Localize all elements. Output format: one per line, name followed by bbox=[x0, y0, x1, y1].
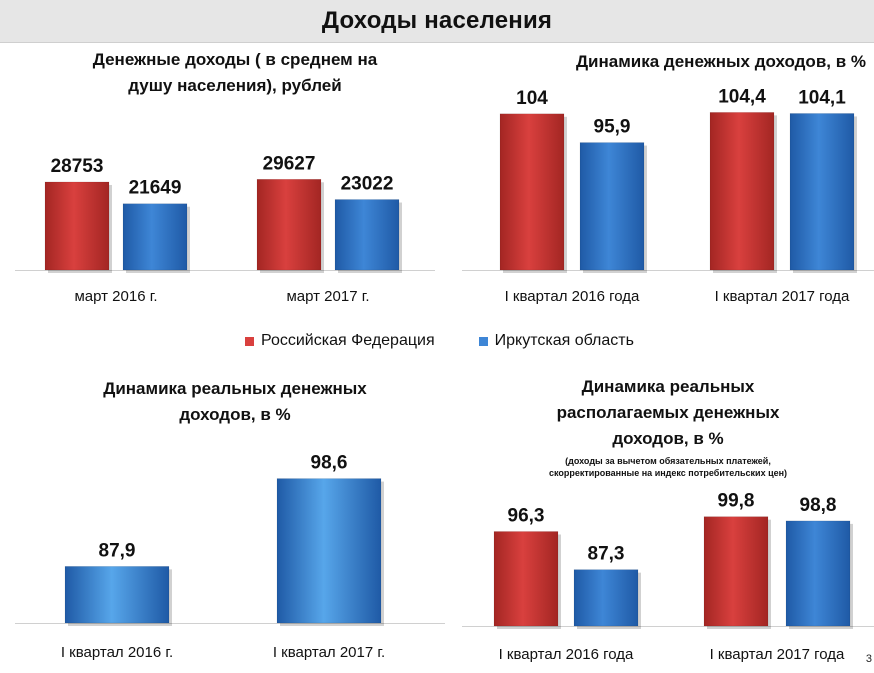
bar-irkutsk bbox=[276, 478, 382, 624]
chart-3-plot: 87,9 I квартал 2016 г. 98,6 I квартал 2017 … bbox=[15, 453, 445, 661]
category-label: I квартал 2016 года bbox=[505, 288, 640, 305]
chart-1-title: Денежные доходы ( в среднем на душу насе… bbox=[15, 47, 455, 99]
chart-4-subtitle-line-1: (доходы за вычетом обязательных платежей… bbox=[565, 456, 771, 466]
bar-irkutsk bbox=[789, 113, 855, 271]
legend-item-russia: Российская Федерация bbox=[245, 332, 435, 350]
bar-value-label: 28753 bbox=[51, 156, 104, 177]
bar-russia bbox=[709, 112, 775, 271]
chart-4-title-line-2: располагаемых денежных bbox=[556, 403, 780, 422]
category-label: I квартал 2016 года bbox=[499, 646, 634, 663]
bar-value-label: 104 bbox=[516, 88, 548, 109]
chart-3-panel: Динамика реальных денежных доходов, в % … bbox=[15, 372, 455, 672]
bar-russia bbox=[44, 181, 110, 271]
bar-russia bbox=[499, 113, 565, 271]
bar-value-label: 95,9 bbox=[594, 117, 631, 138]
legend-label-russia: Российская Федерация bbox=[261, 332, 435, 349]
chart-3-title-line-1: Динамика реальных денежных bbox=[103, 379, 367, 398]
bar-irkutsk bbox=[64, 566, 170, 624]
chart-1-title-line-2: душу населения), рублей bbox=[128, 76, 342, 95]
legend-swatch-blue bbox=[478, 336, 488, 346]
bar-value-label: 29627 bbox=[263, 153, 316, 174]
corner-mark: 3 bbox=[865, 653, 872, 665]
category-label: март 2016 г. bbox=[74, 288, 157, 305]
bar-value-label: 99,8 bbox=[718, 491, 755, 512]
bar-value-label: 96,3 bbox=[508, 505, 545, 526]
bar-irkutsk bbox=[573, 569, 639, 627]
bar-value-label: 98,6 bbox=[311, 453, 348, 474]
chart-3-title: Динамика реальных денежных доходов, в % bbox=[15, 376, 455, 428]
chart-2-title-line-1: Динамика денежных доходов, в % bbox=[575, 52, 866, 71]
bar-russia bbox=[703, 516, 769, 627]
bar-irkutsk bbox=[122, 203, 188, 271]
category-label: март 2017 г. bbox=[286, 288, 369, 305]
bar-irkutsk bbox=[785, 520, 851, 627]
chart-1-panel: Денежные доходы ( в среднем на душу насе… bbox=[15, 46, 455, 316]
bar-irkutsk bbox=[579, 142, 645, 271]
bar-value-label: 23022 bbox=[341, 174, 394, 195]
page-title: Доходы населения bbox=[0, 0, 874, 43]
chart-3-title-line-2: доходов, в % bbox=[179, 405, 291, 424]
chart-4-panel: Динамика реальных располагаемых денежных… bbox=[462, 372, 874, 672]
bar-value-label: 98,8 bbox=[800, 495, 837, 516]
chart-4-title-line-1: Динамика реальных bbox=[581, 377, 755, 396]
legend-item-irkutsk: Иркутская область bbox=[478, 332, 634, 350]
chart-2-title: Динамика денежных доходов, в % bbox=[462, 49, 866, 75]
bar-value-label: 21649 bbox=[129, 178, 182, 199]
bar-value-label: 87,3 bbox=[588, 544, 625, 565]
bar-russia bbox=[256, 179, 322, 271]
category-label: I квартал 2017 года bbox=[715, 288, 850, 305]
chart-1-title-line-1: Денежные доходы ( в среднем на bbox=[92, 50, 378, 69]
bar-value-label: 104,4 bbox=[718, 86, 766, 107]
bar-russia bbox=[493, 531, 559, 627]
chart-4-title: Динамика реальных располагаемых денежных… bbox=[462, 374, 874, 452]
category-label: I квартал 2017 года bbox=[710, 646, 845, 663]
bar-value-label: 87,9 bbox=[99, 540, 136, 561]
bar-value-label: 104,1 bbox=[798, 87, 846, 108]
chart-4-subtitle-line-2: скорректированные на индекс потребительс… bbox=[548, 468, 788, 478]
legend: Российская Федерация Иркутская область bbox=[245, 330, 705, 352]
chart-4-subtitle: (доходы за вычетом обязательных платежей… bbox=[462, 455, 874, 479]
chart-4-title-line-3: доходов, в % bbox=[612, 429, 724, 448]
chart-2-panel: Динамика денежных доходов, в % 104 95,9 I … bbox=[462, 46, 874, 316]
category-label: I квартал 2016 г. bbox=[61, 644, 173, 661]
legend-swatch-red bbox=[245, 336, 254, 346]
chart-2-plot: 104 95,9 I квартал 2016 года 104,4 104,1 I кв… bbox=[462, 86, 874, 305]
bar-irkutsk bbox=[334, 199, 400, 271]
legend-label-irkutsk: Иркутская область bbox=[494, 332, 634, 349]
chart-1-plot: 28753 21649 март 2016 г. 29627 23022 март 201… bbox=[15, 153, 435, 305]
chart-4-plot: 96,3 87,3 I квартал 2016 года 99,8 98,8 I ква… bbox=[462, 491, 874, 663]
category-label: I квартал 2017 г. bbox=[273, 644, 385, 661]
